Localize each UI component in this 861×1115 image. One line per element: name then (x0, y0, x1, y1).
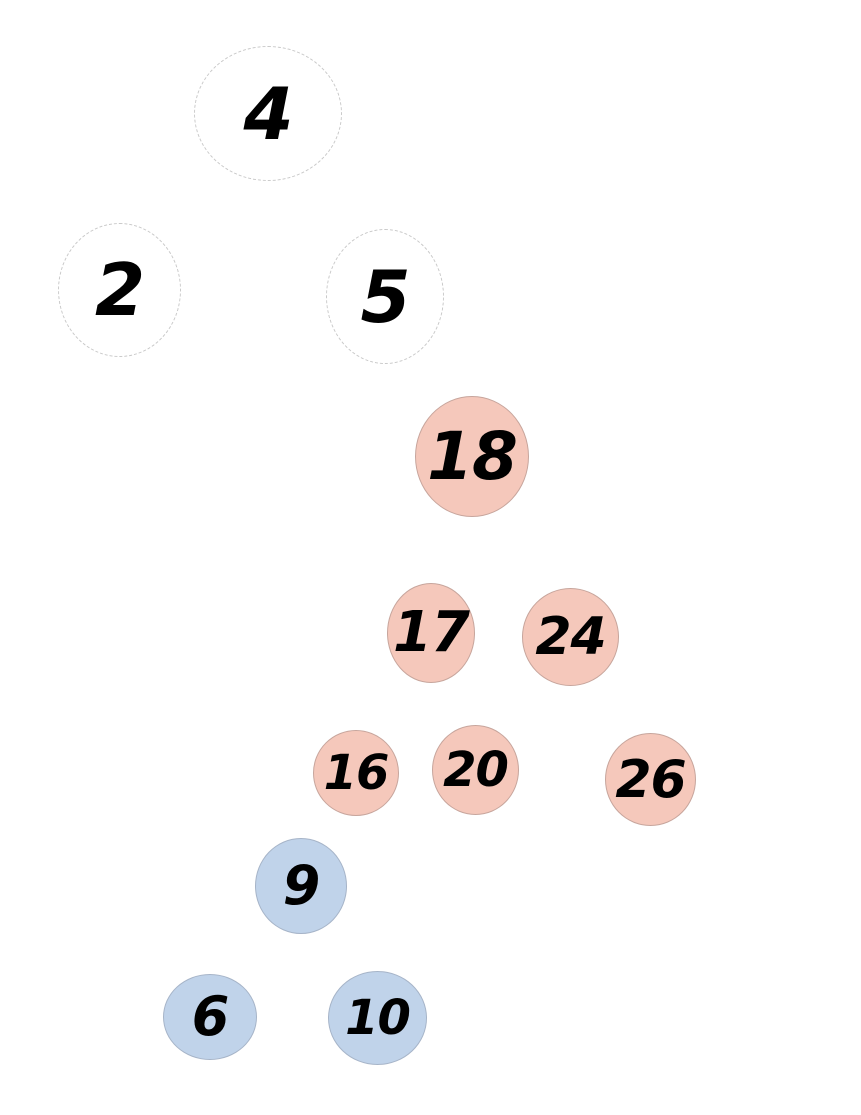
node-24-label: 24 (535, 607, 606, 667)
node-17[interactable]: 17 (387, 583, 475, 683)
node-16-label: 16 (323, 745, 390, 801)
node-6[interactable]: 6 (163, 974, 257, 1060)
node-26[interactable]: 26 (605, 733, 696, 826)
node-10[interactable]: 10 (328, 971, 427, 1065)
node-4-label: 4 (243, 71, 293, 156)
node-9[interactable]: 9 (255, 838, 347, 934)
node-6-label: 6 (191, 985, 230, 1048)
node-2[interactable]: 2 (58, 223, 181, 357)
node-4[interactable]: 4 (194, 46, 342, 181)
node-10-label: 10 (345, 990, 411, 1046)
node-20[interactable]: 20 (432, 725, 519, 815)
node-20-label: 20 (443, 742, 509, 798)
node-17-label: 17 (393, 600, 470, 665)
node-18-label: 18 (427, 417, 518, 495)
node-26-label: 26 (615, 749, 686, 810)
node-5[interactable]: 5 (326, 229, 444, 364)
node-16[interactable]: 16 (313, 730, 399, 816)
node-24[interactable]: 24 (522, 588, 619, 686)
node-9-label: 9 (282, 854, 321, 917)
node-2-label: 2 (94, 248, 145, 332)
node-5-label: 5 (360, 254, 410, 339)
node-18[interactable]: 18 (415, 396, 529, 517)
